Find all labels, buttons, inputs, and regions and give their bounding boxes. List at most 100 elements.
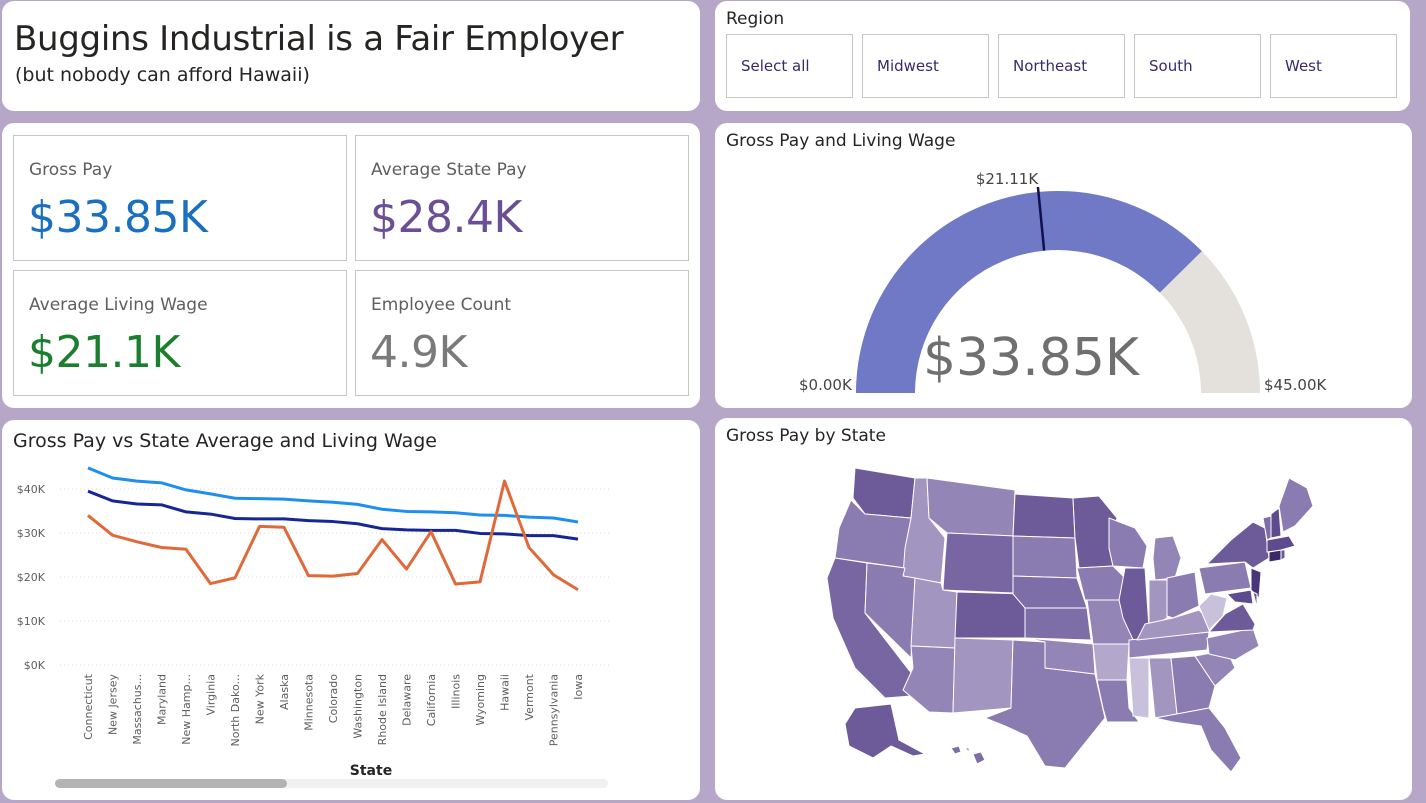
x-tick-label: New Hamp... [180, 674, 193, 745]
state-iowa[interactable] [1076, 565, 1126, 601]
x-tick-label: Connecticut [82, 673, 95, 740]
state-georgia[interactable] [1170, 655, 1216, 715]
kpi-card-average-state-pay[interactable]: Average State Pay $28.4K [355, 135, 689, 261]
kpi-label: Average Living Wage [29, 295, 208, 315]
kpi-card-employee-count[interactable]: Employee Count 4.9K [355, 270, 689, 396]
x-tick-label: Iowa [572, 674, 585, 700]
region-option-south[interactable]: South [1134, 34, 1261, 98]
line-chart-title: Gross Pay vs State Average and Living Wa… [13, 430, 437, 452]
series-line-1[interactable] [87, 466, 579, 524]
gauge-target-label: $21.11K [976, 170, 1039, 188]
kpi-value: $28.4K [370, 192, 522, 243]
x-tick-label: Alaska [278, 674, 291, 710]
x-tick-label: Massachus... [131, 674, 144, 745]
state-alaska[interactable] [844, 703, 926, 759]
x-tick-label: Wyoming [474, 674, 487, 726]
region-option-select-all[interactable]: Select all [726, 34, 853, 98]
x-tick-label: Hawaii [499, 674, 512, 711]
gauge-value-label: $33.85K [923, 328, 1141, 388]
state-mississippi[interactable] [1128, 657, 1150, 719]
region-slicer: Region Select all Midwest Northeast Sout… [715, 1, 1410, 111]
gauge-panel: Gross Pay and Living Wage $21.11K $33.85… [715, 123, 1412, 408]
x-tick-label: New Jersey [107, 674, 120, 736]
state-massachusetts[interactable] [1266, 535, 1296, 553]
x-axis-title: State [350, 763, 392, 779]
state-florida[interactable] [1154, 707, 1242, 773]
gauge-max-label: $45.00K [1264, 376, 1327, 394]
kpi-label: Employee Count [371, 295, 512, 315]
map-panel: Gross Pay by State [715, 418, 1412, 800]
state-montana[interactable] [926, 477, 1016, 537]
kpi-card-average-living-wage[interactable]: Average Living Wage $21.1K [13, 270, 347, 396]
gauge-min-label: $0.00K [799, 376, 853, 394]
state-ohio[interactable] [1166, 571, 1200, 619]
region-option-midwest[interactable]: Midwest [862, 34, 989, 98]
state-maine[interactable] [1278, 477, 1314, 533]
state-wisconsin[interactable] [1108, 517, 1148, 569]
state-kansas[interactable] [1024, 607, 1092, 641]
x-tick-label: Pennsylvania [548, 674, 561, 746]
x-tick-label: Rhode Island [376, 674, 389, 745]
kpi-card-gross-pay[interactable]: Gross Pay $33.85K [13, 135, 347, 261]
series-line-2[interactable] [87, 489, 579, 541]
series-line-3[interactable] [87, 479, 579, 592]
state-louisiana[interactable] [1096, 679, 1140, 723]
state-new-york[interactable] [1206, 521, 1270, 569]
x-tick-label: Vermont [523, 673, 536, 720]
gauge-title: Gross Pay and Living Wage [726, 131, 956, 151]
x-tick-label: Virginia [205, 674, 218, 715]
state-new-hampshire[interactable] [1270, 507, 1282, 539]
x-tick-label: North Dako... [229, 674, 242, 746]
title-card: Buggins Industrial is a Fair Employer (b… [2, 1, 700, 111]
line-chart-panel: Gross Pay vs State Average and Living Wa… [2, 420, 700, 800]
y-tick-label: $0K [24, 659, 46, 672]
state-wyoming[interactable] [942, 532, 1016, 594]
kpi-value: $33.85K [28, 192, 208, 243]
region-option-northeast[interactable]: Northeast [998, 34, 1125, 98]
y-tick-label: $30K [17, 527, 46, 540]
state-north-dakota[interactable] [1012, 493, 1076, 539]
gauge-fill[interactable] [856, 191, 1202, 393]
scrollbar-thumb[interactable] [55, 779, 287, 788]
y-tick-label: $20K [17, 571, 46, 584]
kpi-value: $21.1K [28, 327, 180, 378]
gauge-target-line [1036, 186, 1046, 251]
state-north-carolina[interactable] [1206, 627, 1260, 661]
slicer-title: Region [726, 9, 785, 29]
region-option-west[interactable]: West [1270, 34, 1397, 98]
line-chart[interactable]: $0K $10K $20K $30K $40K Connecticut New Jerse… [2, 420, 700, 800]
state-colorado[interactable] [954, 591, 1026, 639]
state-nebraska[interactable] [1012, 575, 1088, 609]
state-new-jersey[interactable] [1250, 567, 1262, 599]
great-lakes [1135, 524, 1193, 556]
state-west-virginia[interactable] [1198, 593, 1228, 631]
x-tick-label: Maryland [156, 674, 169, 725]
kpi-panel: Gross Pay $33.85K Average State Pay $28.… [2, 123, 700, 408]
x-tick-label: Delaware [401, 674, 414, 726]
state-oklahoma[interactable] [1024, 637, 1096, 675]
gauge-chart[interactable]: $21.11K $33.85K $0.00K $45.00K [715, 123, 1412, 408]
state-indiana[interactable] [1148, 579, 1168, 629]
state-new-mexico[interactable] [952, 637, 1014, 714]
state-washington[interactable] [852, 467, 916, 519]
us-choropleth-map[interactable] [715, 418, 1412, 800]
page-title: Buggins Industrial is a Fair Employer [14, 19, 624, 59]
state-hawaii[interactable] [950, 745, 986, 765]
state-south-dakota[interactable] [1012, 535, 1078, 579]
state-rhode-island[interactable] [1280, 549, 1286, 561]
map-title: Gross Pay by State [726, 426, 886, 446]
x-tick-label: California [425, 674, 438, 726]
x-tick-label: Washington [352, 674, 365, 739]
kpi-value: 4.9K [370, 327, 467, 378]
state-maryland[interactable] [1226, 589, 1254, 605]
state-delaware[interactable] [1252, 591, 1258, 609]
x-tick-label: Colorado [327, 674, 340, 723]
x-tick-label: Illinois [450, 674, 463, 709]
series-lines[interactable] [87, 466, 579, 592]
kpi-label: Average State Pay [371, 160, 527, 180]
y-axis: $0K $10K $20K $30K $40K [17, 483, 46, 672]
state-arkansas[interactable] [1092, 643, 1130, 681]
state-pennsylvania[interactable] [1198, 561, 1252, 595]
state-michigan[interactable] [1152, 535, 1182, 581]
x-tick-label: Minnesota [303, 674, 316, 731]
